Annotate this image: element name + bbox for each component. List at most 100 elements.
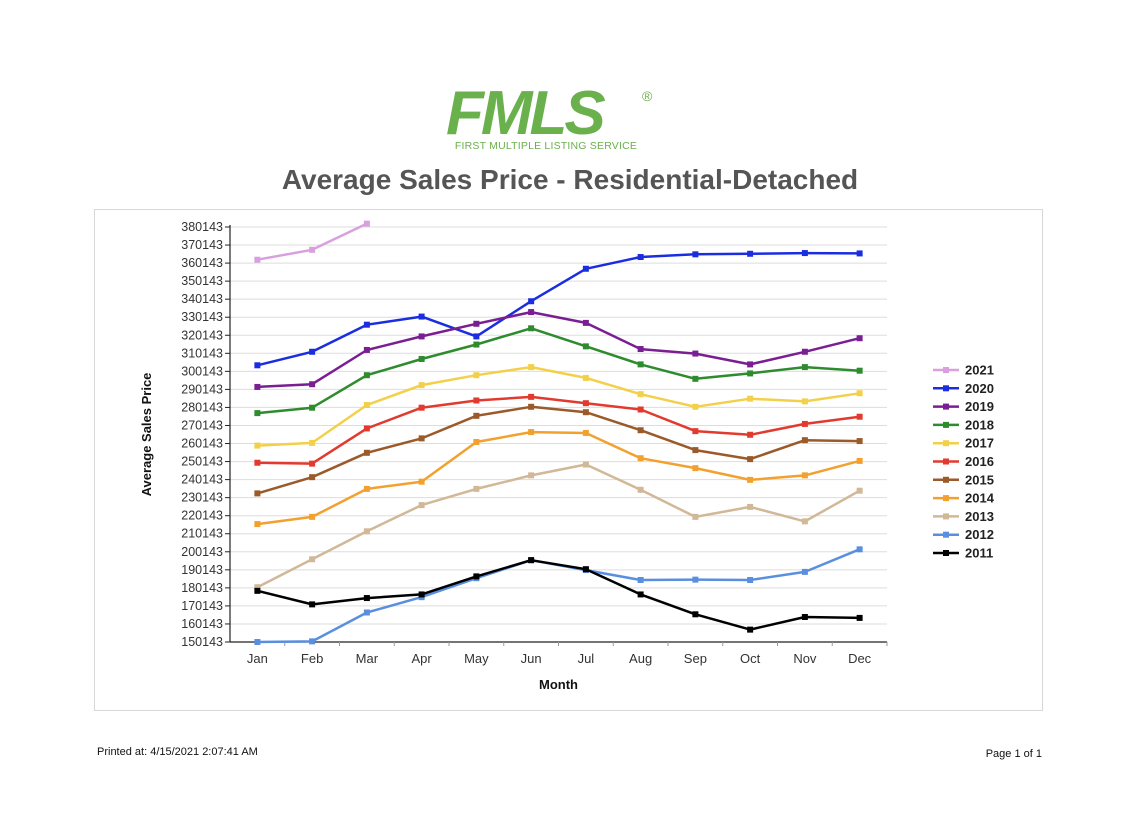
data-point-2015 bbox=[582, 409, 589, 416]
data-point-2011 bbox=[309, 601, 316, 608]
data-point-2012 bbox=[363, 609, 370, 616]
data-point-2020 bbox=[747, 250, 754, 257]
data-point-2015 bbox=[692, 447, 699, 454]
data-point-2020 bbox=[801, 250, 808, 257]
fmls-logo: FMLS ® FIRST MULTIPLE LISTING SERVICE bbox=[446, 83, 662, 156]
series-line-2011 bbox=[257, 558, 860, 631]
data-point-2020 bbox=[637, 254, 644, 261]
data-point-2017 bbox=[363, 401, 370, 408]
data-point-2017 bbox=[801, 398, 808, 405]
data-point-2017 bbox=[856, 390, 863, 397]
legend-label: 2011 bbox=[965, 546, 993, 561]
data-point-2011 bbox=[747, 626, 754, 633]
series-line-2018 bbox=[257, 327, 860, 415]
y-tick-label: 350143 bbox=[181, 274, 223, 288]
legend-label: 2014 bbox=[965, 491, 995, 506]
data-point-2011 bbox=[254, 587, 261, 594]
data-point-2017 bbox=[582, 374, 589, 381]
legend-swatch-marker bbox=[943, 495, 949, 502]
y-tick-label: 250143 bbox=[181, 455, 223, 469]
data-point-2016 bbox=[309, 460, 316, 467]
registered-mark: ® bbox=[642, 88, 653, 104]
series-line-2013 bbox=[256, 463, 861, 589]
data-point-2014 bbox=[254, 521, 261, 528]
legend-label: 2012 bbox=[965, 527, 994, 542]
series-line-2021 bbox=[257, 222, 368, 261]
data-point-2015 bbox=[637, 427, 644, 434]
legend-swatch-marker bbox=[943, 550, 949, 556]
data-point-2016 bbox=[856, 413, 863, 420]
data-point-2015 bbox=[473, 412, 480, 419]
data-point-2018 bbox=[692, 375, 699, 382]
data-point-2014 bbox=[801, 472, 808, 479]
data-point-2012 bbox=[254, 639, 261, 645]
y-tick-label: 330143 bbox=[181, 310, 223, 324]
data-point-2021 bbox=[363, 220, 370, 227]
data-point-2014 bbox=[363, 485, 370, 492]
data-point-2017 bbox=[418, 382, 425, 389]
data-point-2016 bbox=[692, 428, 699, 435]
y-tick-label: 300143 bbox=[181, 364, 223, 378]
data-point-2016 bbox=[254, 459, 261, 466]
data-point-2014 bbox=[528, 429, 535, 436]
data-point-2015 bbox=[801, 437, 808, 444]
data-point-2014 bbox=[418, 478, 425, 485]
y-tick-label: 290143 bbox=[181, 382, 223, 396]
data-point-2016 bbox=[582, 400, 589, 407]
data-point-2019 bbox=[747, 361, 754, 368]
logo-subtitle: FIRST MULTIPLE LISTING SERVICE bbox=[454, 140, 638, 152]
y-tick-label: 260143 bbox=[181, 437, 223, 451]
data-point-2019 bbox=[418, 333, 425, 340]
x-tick-label: Jul bbox=[578, 651, 595, 666]
data-point-2019 bbox=[473, 320, 480, 327]
x-tick-label: Sep bbox=[684, 651, 707, 666]
data-point-2017 bbox=[637, 391, 644, 398]
data-point-2016 bbox=[418, 404, 425, 411]
data-point-2013 bbox=[582, 461, 589, 468]
data-point-2018 bbox=[363, 372, 370, 379]
data-point-2019 bbox=[801, 348, 808, 355]
y-tick-label: 220143 bbox=[181, 509, 223, 523]
data-point-2017 bbox=[309, 439, 316, 446]
data-point-2016 bbox=[528, 393, 535, 400]
data-point-2021 bbox=[309, 246, 316, 253]
chart-frame: 150143 160143 170143 180143 190143 200143 2101… bbox=[94, 209, 1043, 711]
data-point-2013 bbox=[801, 518, 808, 525]
y-tick-label: 270143 bbox=[181, 418, 223, 432]
data-point-2019 bbox=[254, 383, 261, 390]
y-tick-label: 170143 bbox=[181, 599, 223, 613]
data-point-2015 bbox=[856, 438, 863, 445]
data-point-2020 bbox=[582, 265, 589, 272]
x-tick-label: Dec bbox=[848, 651, 872, 666]
page-title: Average Sales Price - Residential-Detach… bbox=[281, 164, 859, 195]
x-tick-label: Oct bbox=[740, 651, 761, 666]
legend-swatch-marker bbox=[943, 440, 949, 447]
data-point-2013 bbox=[473, 485, 480, 492]
data-point-2011 bbox=[856, 614, 863, 621]
y-tick-label: 320143 bbox=[181, 328, 223, 342]
legend-swatch-marker bbox=[943, 458, 949, 465]
x-tick-label: Apr bbox=[412, 651, 433, 666]
series-line-2017 bbox=[257, 365, 860, 447]
data-point-2016 bbox=[747, 431, 754, 438]
series-line-2019 bbox=[257, 310, 860, 389]
data-point-2020 bbox=[856, 250, 863, 257]
data-point-2013 bbox=[418, 502, 425, 509]
data-point-2011 bbox=[801, 613, 808, 620]
legend-label: 2013 bbox=[965, 509, 994, 524]
data-point-2020 bbox=[528, 298, 535, 305]
x-tick-label: Feb bbox=[301, 651, 323, 666]
data-point-2016 bbox=[363, 425, 370, 432]
data-point-2016 bbox=[473, 397, 480, 404]
printed-at-text: Printed at: 4/15/2021 2:07:41 AM bbox=[97, 746, 258, 758]
data-point-2018 bbox=[801, 364, 808, 371]
legend-label: 2019 bbox=[965, 399, 994, 414]
legend-label: 2020 bbox=[965, 381, 994, 396]
data-point-2013 bbox=[528, 472, 535, 479]
data-point-2012 bbox=[747, 577, 754, 584]
data-point-2011 bbox=[692, 611, 699, 618]
data-point-2019 bbox=[309, 381, 316, 388]
legend-swatch-marker bbox=[943, 531, 949, 538]
data-point-2011 bbox=[582, 566, 589, 573]
y-tick-label: 240143 bbox=[181, 473, 223, 487]
